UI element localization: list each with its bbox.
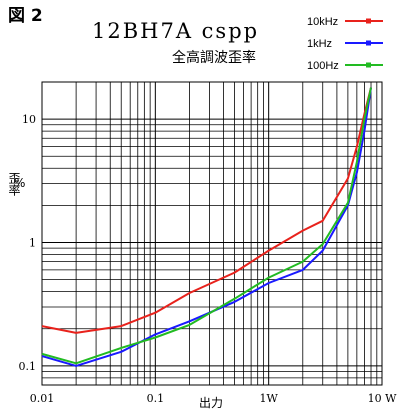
- legend-label-100Hz: 100Hz: [307, 60, 339, 72]
- legend-marker-10kHz: [366, 18, 371, 24]
- legend-label-10kHz: 10kHz: [307, 16, 338, 28]
- y-axis-unit: %: [14, 176, 25, 190]
- series-line-1kHz: [41, 87, 372, 367]
- x-tick-label: 10 W: [368, 392, 397, 405]
- plot-frame: [41, 81, 383, 386]
- legend-marker-1kHz: [366, 40, 371, 46]
- chart-subtitle: 全高調波歪率: [172, 49, 256, 66]
- tick-labels: 0.01 0.1 1W 10 W 0.1 1 10: [19, 113, 398, 405]
- y-axis-label: 歪率: [7, 172, 21, 196]
- y-tick-label: 0.1: [19, 360, 37, 373]
- x-axis-label: 出力: [199, 396, 223, 410]
- legend-label-1kHz: 1kHz: [307, 38, 332, 50]
- legend-marker-100Hz: [366, 62, 371, 68]
- grid: [42, 82, 382, 385]
- y-tick-label: 1: [29, 237, 36, 250]
- figure-label: 図 2: [8, 6, 43, 26]
- y-tick-label: 10: [22, 113, 36, 126]
- x-tick-label: 0.1: [147, 392, 165, 405]
- series-line-10kHz: [41, 87, 372, 334]
- x-tick-label: 0.01: [30, 392, 55, 405]
- series-layer: [41, 87, 372, 367]
- legend: 10kHz 1kHz 100Hz: [307, 16, 383, 72]
- x-tick-label: 1W: [260, 392, 279, 405]
- chart-title: 12BH7A cspp: [92, 19, 259, 43]
- series-line-100Hz: [41, 87, 372, 365]
